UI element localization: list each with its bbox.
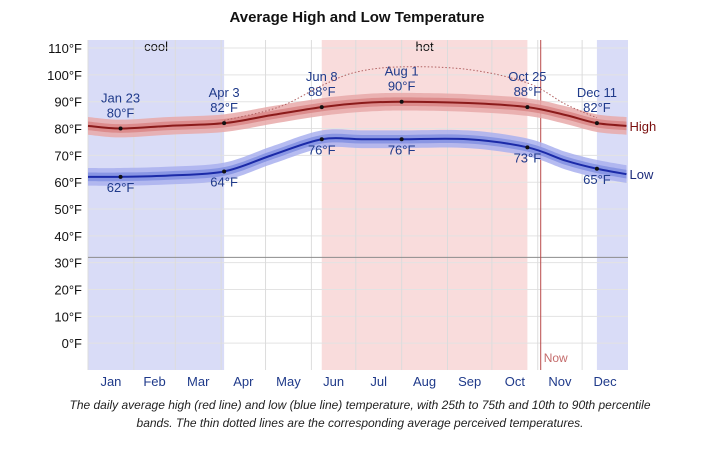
y-tick-label: 90°F xyxy=(54,95,82,110)
x-tick-apr: Apr xyxy=(233,374,254,389)
high-annotation-date: Aug 1 xyxy=(385,64,419,79)
high-annotation-date: Jan 23 xyxy=(101,91,140,106)
band-cool xyxy=(88,40,225,370)
low-point xyxy=(399,137,404,142)
band-hot xyxy=(321,40,528,370)
band-cool-end xyxy=(596,40,628,370)
y-tick-label: 80°F xyxy=(54,122,82,137)
x-tick-jun: Jun xyxy=(323,374,344,389)
low-annotation-value: 76°F xyxy=(308,142,336,157)
y-tick-label: 0°F xyxy=(62,336,82,351)
high-point xyxy=(319,105,324,110)
y-tick-label: 70°F xyxy=(54,148,82,163)
temperature-chart: Average High and Low Temperature cool hot… xyxy=(47,9,656,389)
y-tick-label: 10°F xyxy=(54,309,82,324)
high-point xyxy=(222,121,227,126)
chart-caption: The daily average high (red line) and lo… xyxy=(69,398,651,430)
low-annotation-value: 65°F xyxy=(583,172,611,187)
x-tick-mar: Mar xyxy=(187,374,210,389)
high-line xyxy=(87,100,627,130)
high-annotation-value: 80°F xyxy=(107,106,135,121)
high-annotation-date: Dec 11 xyxy=(577,85,617,100)
high-point xyxy=(118,126,123,131)
x-tick-jan: Jan xyxy=(100,374,121,389)
band-label-hot: hot xyxy=(416,39,434,54)
y-tick-label: 40°F xyxy=(54,229,82,244)
low-annotation-value: 62°F xyxy=(107,180,135,195)
plot-area: cool hot 110°F 100°F 90°F 80°F 70°F 60°F 50°F 40°… xyxy=(47,39,656,389)
low-line xyxy=(87,137,627,178)
low-annotation-value: 76°F xyxy=(388,142,416,157)
y-tick-label: 50°F xyxy=(54,202,82,217)
low-25-75-band xyxy=(88,133,627,182)
x-tick-sep: Sep xyxy=(458,374,481,389)
low-point xyxy=(525,145,530,150)
high-annotation-value: 90°F xyxy=(388,79,416,94)
high-annotation-value: 88°F xyxy=(308,84,336,99)
now-label: Now xyxy=(544,351,568,365)
y-tick-label: 100°F xyxy=(47,68,82,83)
x-tick-aug: Aug xyxy=(413,374,436,389)
high-point xyxy=(594,121,599,126)
band-label-cool: cool xyxy=(144,39,168,54)
high-series-label: High xyxy=(630,119,657,134)
high-annotation-value: 82°F xyxy=(583,100,611,115)
low-point xyxy=(118,174,123,179)
high-annotation-date: Oct 25 xyxy=(508,69,546,84)
low-point xyxy=(594,166,599,171)
x-tick-jul: Jul xyxy=(370,374,387,389)
x-tick-feb: Feb xyxy=(143,374,165,389)
low-point xyxy=(319,137,324,142)
high-annotation-value: 88°F xyxy=(514,84,542,99)
high-annotation-date: Apr 3 xyxy=(209,85,240,100)
low-series-label: Low xyxy=(630,167,654,182)
high-annotation-value: 82°F xyxy=(210,100,238,115)
low-annotation-value: 73°F xyxy=(514,150,542,165)
y-tick-label: 60°F xyxy=(54,175,82,190)
y-tick-label: 30°F xyxy=(54,256,82,271)
low-point xyxy=(222,169,227,174)
x-tick-oct: Oct xyxy=(505,374,526,389)
high-point xyxy=(525,105,530,110)
high-point xyxy=(399,99,404,104)
x-tick-dec: Dec xyxy=(594,374,618,389)
low-annotation-value: 64°F xyxy=(210,174,238,189)
x-tick-nov: Nov xyxy=(548,374,572,389)
high-annotation-date: Jun 8 xyxy=(306,69,338,84)
chart-title: Average High and Low Temperature xyxy=(229,9,484,26)
y-tick-label: 20°F xyxy=(54,283,82,298)
y-tick-label: 110°F xyxy=(48,41,82,56)
x-tick-may: May xyxy=(276,374,301,389)
